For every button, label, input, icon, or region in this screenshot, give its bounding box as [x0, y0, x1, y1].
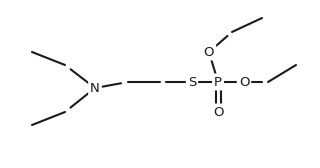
Text: O: O	[213, 106, 223, 118]
Text: S: S	[188, 75, 196, 89]
Text: P: P	[214, 75, 222, 89]
Text: O: O	[239, 75, 249, 89]
Text: N: N	[90, 81, 100, 94]
Text: O: O	[204, 46, 214, 58]
